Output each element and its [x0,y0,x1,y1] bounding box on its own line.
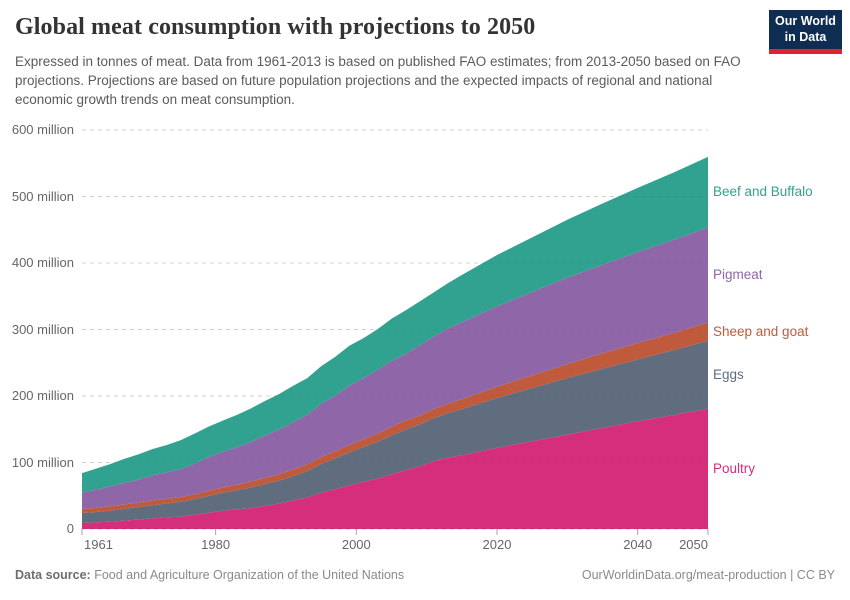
owid-cc-by-link[interactable]: OurWorldinData.org/meat-production | CC … [581,568,835,582]
data-source-text: Food and Agriculture Organization of the… [94,568,405,582]
area-pigmeat[interactable] [82,227,708,509]
y-axis-label: 0 [66,521,74,536]
legend-label-poultry[interactable]: Poultry [713,460,756,476]
y-axis-label: 400 million [11,255,74,270]
y-axis-label: 100 million [11,454,74,470]
y-axis-label: 300 million [11,321,74,337]
legend-label-pigmeat[interactable]: Pigmeat [713,266,763,282]
owid-logo-line1: Our World [775,13,836,28]
area-sheep-and-goat[interactable] [82,322,708,514]
legend-label-beef-and-buffalo[interactable]: Beef and Buffalo [713,184,813,200]
data-source-note: Data source: Food and Agriculture Organi… [15,568,404,582]
x-axis-label: 2050 [679,537,708,552]
x-axis-label: 2020 [482,537,512,552]
data-source-label: Data source: [15,568,91,582]
x-axis-label: 1961 [84,537,113,552]
owid-logo[interactable]: Our World in Data [769,10,842,54]
y-axis-label: 200 million [11,388,74,403]
x-axis-label: 2040 [623,537,653,552]
y-axis-label: 600 million [11,122,74,137]
area-beef-and-buffalo[interactable] [82,156,708,493]
chart-footer: Data source: Food and Agriculture Organi… [15,568,835,582]
area-eggs[interactable] [82,340,708,523]
owid-logo-line2: in Data [784,29,827,44]
y-axis-label: 500 million [11,188,74,204]
area-poultry[interactable] [82,408,708,529]
chart-subtitle: Expressed in tonnes of meat. Data from 1… [15,54,741,108]
x-axis-label: 1980 [201,537,231,552]
legend-label-sheep-and-goat[interactable]: Sheep and goat [713,323,809,339]
legend-label-eggs[interactable]: Eggs [713,366,744,382]
page-title: Global meat consumption with projections… [15,14,536,40]
x-axis-label: 2000 [341,537,371,552]
